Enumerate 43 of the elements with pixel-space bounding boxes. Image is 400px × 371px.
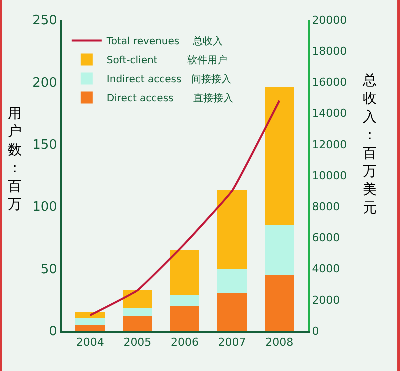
legend-label: Soft-client 软件用户 [106, 54, 228, 67]
y-tick-label: 150 [32, 138, 58, 153]
x-tick-label: 2007 [218, 336, 246, 350]
bar [170, 306, 200, 331]
y2-tick-label: 14000 [312, 107, 348, 120]
y2-tick-label: 20000 [312, 14, 348, 27]
legend-label: Indirect access 间接接入 [106, 74, 232, 86]
x-tick-label: 2006 [171, 336, 199, 350]
bar [264, 275, 294, 331]
bar [170, 250, 200, 295]
bar [264, 225, 294, 276]
bar [123, 290, 152, 309]
legend-label: Total revenues 总收入 [106, 36, 223, 48]
y2-tick-label: 6000 [312, 232, 340, 245]
y-axis-title: 用户数：百万 [8, 106, 22, 213]
bar [76, 324, 106, 331]
x-tick-label: 2005 [124, 336, 152, 350]
legend-label: Direct access 直接接入 [106, 92, 234, 105]
y2-tick-label: 0 [312, 324, 320, 338]
y2-tick-label: 12000 [312, 138, 348, 152]
x-tick-label: 2004 [76, 336, 104, 350]
y2-tick-label: 4000 [312, 262, 340, 276]
y2-tick-label: 18000 [312, 44, 348, 58]
y-tick-label: 100 [32, 200, 58, 216]
bar [123, 316, 152, 331]
bar [76, 318, 106, 325]
bar [218, 294, 247, 331]
bar [264, 87, 294, 226]
y2-tick-label: 10000 [312, 169, 348, 182]
y2-tick-label: 2000 [312, 294, 340, 307]
bar [170, 294, 200, 307]
y-tick-label: 250 [32, 14, 58, 29]
y2-axis-title: 总收入：百万美元 [362, 73, 377, 216]
y-tick-label: 50 [40, 262, 58, 278]
bar [76, 312, 106, 319]
x-tick-label: 2008 [266, 336, 294, 350]
y-tick-label: 200 [32, 76, 58, 91]
bar [123, 308, 152, 316]
y2-tick-label: 16000 [312, 76, 348, 90]
bar [218, 190, 247, 269]
bar [218, 268, 247, 294]
y-tick-label: 0 [49, 324, 58, 340]
y2-tick-label: 8000 [312, 200, 340, 214]
